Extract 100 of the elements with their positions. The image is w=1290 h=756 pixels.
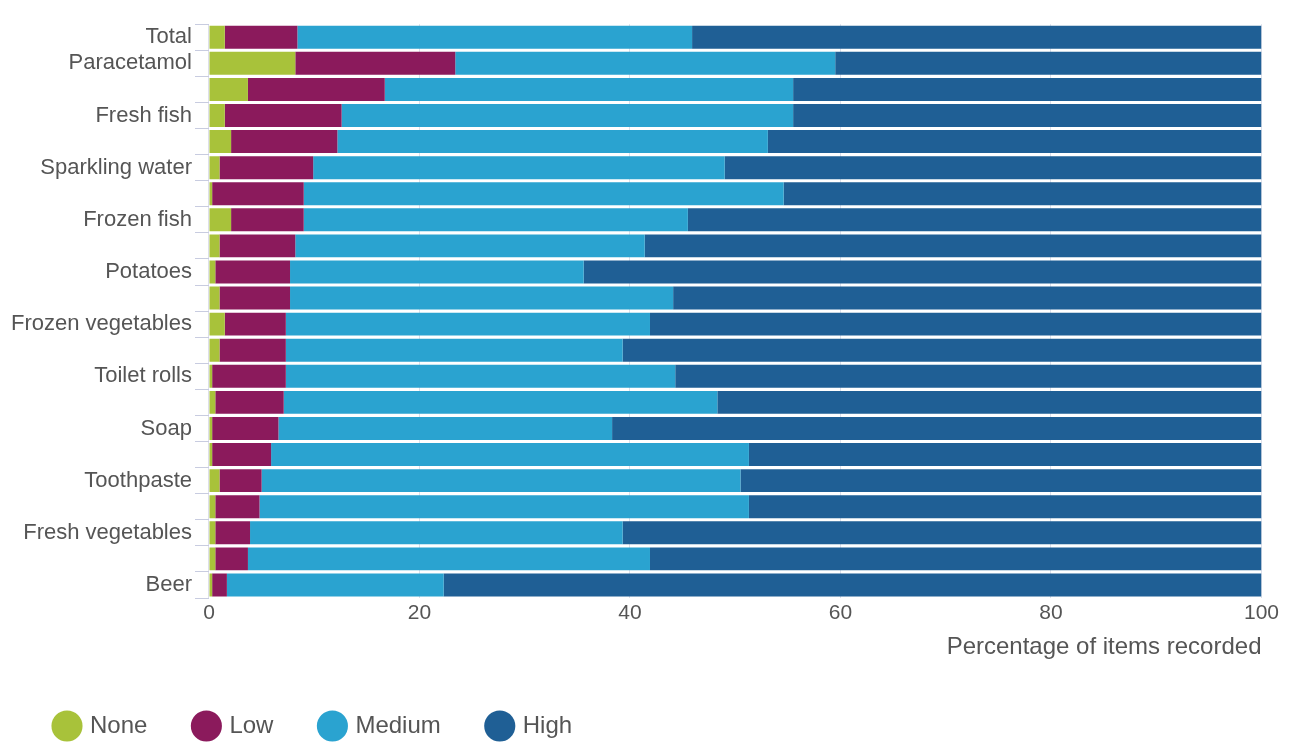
bar <box>209 364 213 388</box>
y-tick-label: Frozen fish <box>83 205 192 231</box>
bar <box>793 104 1262 127</box>
y-tick-label: Soap <box>140 414 192 440</box>
bar <box>219 286 291 310</box>
bar <box>219 156 314 180</box>
bar <box>209 469 220 493</box>
bar <box>341 104 794 127</box>
bar <box>295 51 456 75</box>
bar <box>224 104 342 127</box>
y-tick-label: Frozen vegetables <box>11 310 192 336</box>
bar <box>209 25 225 49</box>
x-tick-label: 80 <box>1039 600 1063 624</box>
bar <box>675 364 1262 388</box>
bar <box>209 416 213 440</box>
bar <box>748 443 1262 467</box>
x-tick-label: 20 <box>407 600 432 624</box>
bar <box>285 312 650 336</box>
bar <box>209 573 213 597</box>
y-tick-label: Total <box>145 23 192 49</box>
y-tick-label: Fresh vegetables <box>23 518 192 544</box>
bar <box>215 521 251 545</box>
bar <box>219 469 262 493</box>
bar <box>215 495 260 519</box>
bar <box>384 77 794 101</box>
bar <box>219 234 296 258</box>
bar <box>740 469 1262 493</box>
bar <box>583 260 1262 284</box>
bar <box>231 208 304 232</box>
x-tick-label: 40 <box>618 600 642 624</box>
y-tick-label: Toothpaste <box>84 466 192 492</box>
bar <box>303 208 688 232</box>
bar <box>209 182 213 206</box>
bar <box>297 25 693 49</box>
bar <box>622 521 1262 545</box>
bar <box>209 443 213 467</box>
bar <box>250 521 623 545</box>
bar <box>212 443 272 467</box>
bar <box>748 495 1262 519</box>
bar <box>443 573 1262 597</box>
y-tick-label: Paracetamol <box>68 49 192 75</box>
bar <box>231 130 338 154</box>
bar <box>247 547 650 571</box>
y-tick-label: Sparkling water <box>40 153 192 179</box>
bar <box>290 260 584 284</box>
y-tick-label: Fresh fish <box>95 101 192 127</box>
bar <box>209 547 216 571</box>
bar <box>687 208 1262 232</box>
bar <box>271 443 749 467</box>
bar <box>212 364 286 388</box>
bar <box>649 312 1262 336</box>
bar <box>835 51 1262 75</box>
x-tick-label: 60 <box>828 600 853 624</box>
bar <box>783 182 1262 206</box>
legend-label: None <box>90 710 148 738</box>
bar <box>247 77 385 101</box>
bar <box>673 286 1262 310</box>
x-tick-label: 0 <box>203 600 215 624</box>
bar <box>219 338 286 362</box>
legend-label: Medium <box>355 710 441 738</box>
bar <box>278 416 613 440</box>
y-tick-label: Beer <box>145 571 192 597</box>
bar <box>215 390 284 414</box>
bar <box>209 260 216 284</box>
bar <box>290 286 674 310</box>
bar <box>717 390 1262 414</box>
bar <box>209 390 216 414</box>
bar <box>224 312 286 336</box>
bar <box>209 338 220 362</box>
y-tick-label: Toilet rolls <box>94 362 192 388</box>
bar <box>313 156 725 180</box>
bar <box>209 234 220 258</box>
bar <box>261 469 741 493</box>
x-tick-label: 100 <box>1243 600 1279 624</box>
bar <box>692 25 1262 49</box>
bar <box>209 312 225 336</box>
bar <box>649 547 1262 571</box>
bar <box>209 130 232 154</box>
bar <box>767 130 1262 154</box>
bar <box>212 416 279 440</box>
bar <box>209 156 220 180</box>
bar <box>209 51 296 75</box>
bar <box>612 416 1262 440</box>
x-axis-title: Percentage of items recorded <box>946 632 1262 660</box>
bar <box>285 364 676 388</box>
bar <box>337 130 768 154</box>
bar <box>215 260 291 284</box>
legend-label: High <box>522 710 573 738</box>
bar <box>212 182 304 206</box>
bar <box>295 234 645 258</box>
bar <box>455 51 836 75</box>
bar <box>224 25 298 49</box>
bar <box>209 286 220 310</box>
bar <box>209 104 225 127</box>
bar <box>622 338 1262 362</box>
bar <box>209 495 216 519</box>
bar <box>793 77 1262 101</box>
bar <box>209 77 248 101</box>
bar <box>209 521 216 545</box>
bar <box>209 208 232 232</box>
